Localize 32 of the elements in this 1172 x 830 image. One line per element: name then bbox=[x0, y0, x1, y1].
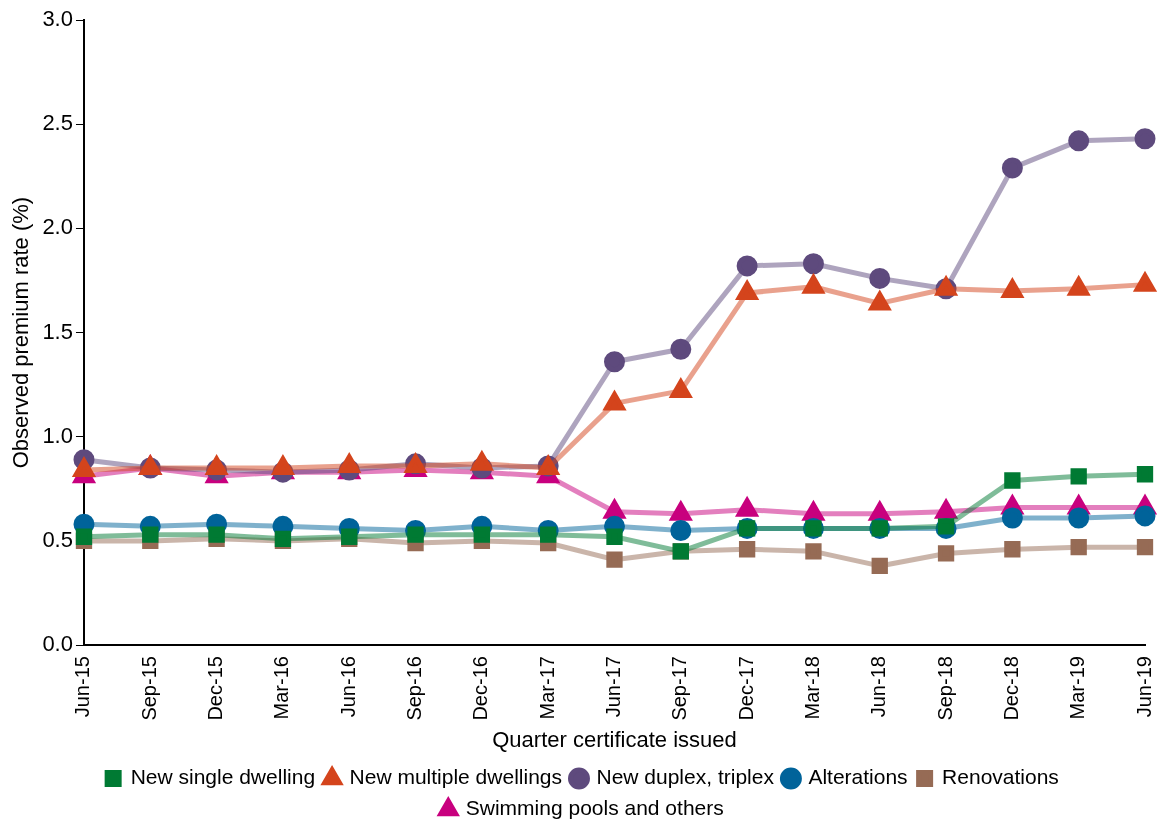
y-axis-title: Observed premium rate (%) bbox=[8, 196, 34, 469]
x-tick-label: Sep-16 bbox=[403, 656, 426, 721]
x-tick-label: Mar-19 bbox=[1066, 656, 1089, 720]
x-axis-title: Quarter certificate issued bbox=[492, 726, 737, 752]
legend-label: New duplex, triplex bbox=[596, 765, 775, 789]
legend-label: New multiple dwellings bbox=[349, 765, 562, 789]
x-tick-label: Dec-18 bbox=[999, 656, 1022, 721]
x-tick-label: Jun-17 bbox=[602, 656, 625, 718]
x-tick-label: Mar-16 bbox=[270, 656, 293, 720]
x-tick-label: Jun-18 bbox=[867, 656, 890, 718]
y-tick-label: 2.0 bbox=[42, 214, 73, 240]
x-tick-label: Dec-17 bbox=[734, 656, 757, 721]
x-tick-label: Jun-19 bbox=[1132, 656, 1155, 718]
x-tick-label: Sep-18 bbox=[933, 656, 956, 721]
legend-label: New single dwelling bbox=[130, 765, 316, 789]
legend-label: Swimming pools and others bbox=[465, 796, 724, 820]
legend-label: Alterations bbox=[808, 765, 908, 789]
x-tick-label: Sep-15 bbox=[137, 656, 160, 721]
x-tick-label: Jun-15 bbox=[71, 656, 94, 718]
y-tick-label: 1.5 bbox=[42, 318, 73, 344]
y-tick-label: 2.5 bbox=[42, 110, 73, 136]
x-tick-label: Mar-17 bbox=[535, 656, 558, 720]
x-tick-label: Dec-16 bbox=[469, 656, 492, 721]
y-tick-label: 3.0 bbox=[42, 6, 73, 32]
y-tick-label: 1.0 bbox=[42, 422, 73, 448]
x-tick-label: Jun-16 bbox=[336, 656, 359, 718]
y-tick-label: 0.0 bbox=[42, 631, 73, 657]
x-tick-label: Mar-18 bbox=[800, 656, 823, 720]
legend-label: Renovations bbox=[942, 765, 1059, 789]
x-tick-label: Sep-17 bbox=[668, 656, 691, 721]
x-tick-label: Dec-15 bbox=[204, 656, 227, 721]
y-tick-label: 0.5 bbox=[42, 526, 73, 552]
